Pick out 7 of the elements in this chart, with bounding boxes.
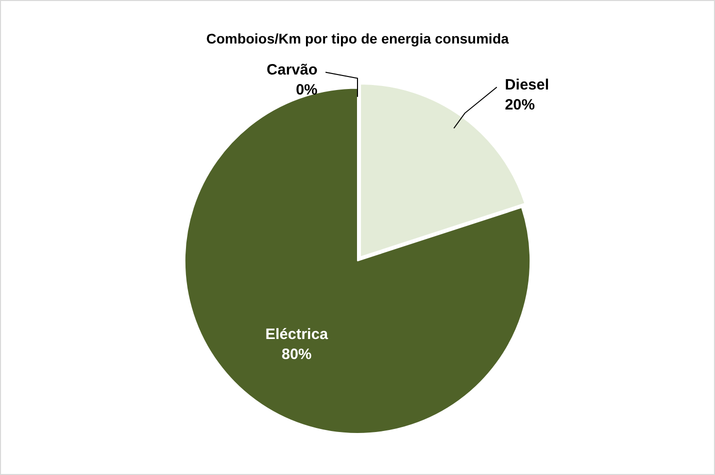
- slice-label: Diesel: [504, 76, 550, 94]
- data-label: 80%: [282, 346, 312, 363]
- chart-title: Comboios/Km por tipo de energia consumida: [206, 30, 510, 46]
- text: 0%: [296, 81, 318, 98]
- slice-label: Eléctrica: [265, 326, 329, 343]
- category-label: Carvão: [266, 61, 318, 78]
- data-label: 20%: [504, 96, 535, 114]
